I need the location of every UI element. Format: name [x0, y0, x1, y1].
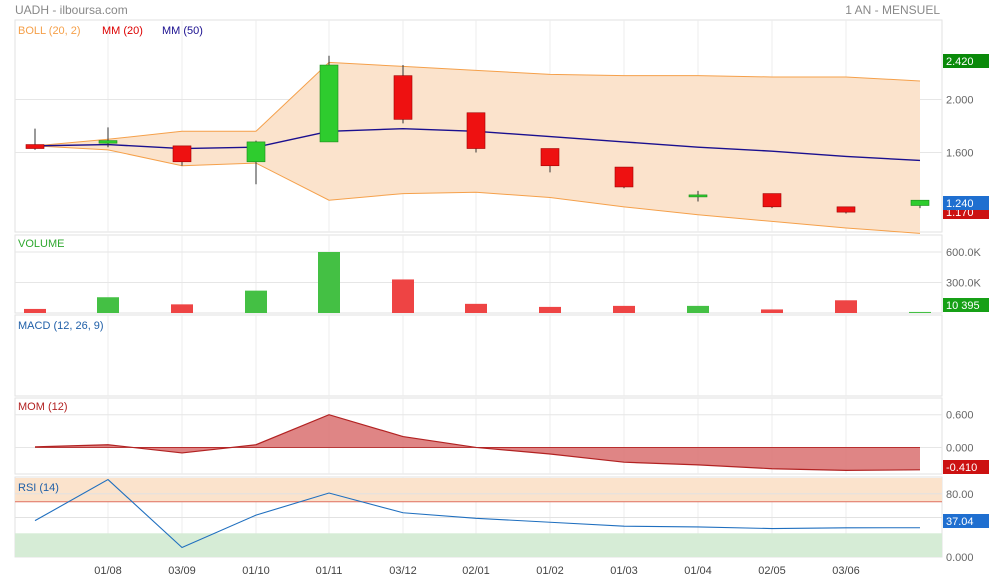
volume-label: VOLUME — [18, 238, 64, 250]
candle — [688, 194, 708, 198]
candle — [466, 112, 486, 149]
volume-bar — [318, 252, 340, 313]
x-axis-label: 01/03 — [610, 565, 638, 577]
candle — [614, 166, 634, 188]
mom-label: MOM (12) — [18, 401, 68, 413]
candle — [836, 206, 856, 213]
candle — [762, 193, 782, 208]
price-high-badge — [943, 54, 989, 68]
x-axis-label: 02/05 — [758, 565, 786, 577]
candle — [393, 75, 413, 120]
volume-bar — [613, 305, 635, 313]
x-axis-label: 01/11 — [316, 565, 343, 577]
mom-area — [35, 414, 920, 471]
mom-tick-label: 0.000 — [946, 442, 974, 454]
volume-badge-text: 10 395 — [946, 300, 980, 312]
candle — [910, 199, 930, 206]
volume-tick-label: 300.0K — [946, 278, 982, 290]
macd-label: MACD (12, 26, 9) — [18, 320, 104, 332]
candle — [540, 148, 560, 167]
rsi-line — [34, 478, 921, 549]
volume-badge — [943, 298, 989, 312]
x-axis-label: 01/08 — [94, 565, 122, 577]
x-axis-label: 01/10 — [242, 565, 270, 577]
x-axis-label: 01/02 — [536, 565, 564, 577]
price-legend-item: BOLL (20, 2) — [18, 25, 81, 37]
price-tick-label: 1.600 — [946, 148, 974, 160]
candle — [172, 145, 192, 163]
volume-panel — [14, 234, 943, 314]
x-axis-label: 03/06 — [832, 565, 860, 577]
volume-bar — [245, 290, 267, 313]
candle — [98, 140, 118, 144]
price-tick-label: 2.000 — [946, 95, 974, 107]
price-high-badge-text: 2.420 — [946, 56, 974, 68]
candle — [319, 64, 339, 143]
price-legend-item: MM (50) — [162, 25, 203, 37]
mom-badge — [943, 460, 989, 474]
mom-tick-label: 0.600 — [946, 410, 974, 422]
rsi-badge-text: 37.04 — [946, 516, 974, 528]
volume-bar — [539, 306, 561, 313]
x-axis-label: 01/04 — [684, 565, 712, 577]
price-legend-item: MM (20) — [102, 25, 143, 37]
chart-title: UADH - ilboursa.com — [15, 3, 128, 17]
rsi-badge — [943, 514, 989, 528]
volume-bar — [171, 304, 193, 313]
period-label: 1 AN - MENSUEL — [845, 3, 940, 17]
x-axis-label: 03/09 — [168, 565, 196, 577]
volume-bar — [392, 279, 414, 313]
volume-bar — [835, 300, 857, 313]
volume-tick-label: 600.0K — [946, 247, 982, 259]
candle — [246, 141, 266, 163]
volume-bar — [465, 303, 487, 313]
rsi-oversold-zone — [15, 533, 942, 557]
macd-panel — [14, 314, 943, 397]
bollinger-upper-line — [34, 61, 921, 147]
volume-bar — [97, 297, 119, 313]
mom-badge-text: -0.410 — [946, 462, 977, 474]
price-last-badge — [943, 196, 989, 210]
volume-bar — [909, 311, 931, 313]
volume-bar — [687, 305, 709, 313]
x-axis-label: 03/12 — [389, 565, 417, 577]
x-axis-label: 02/01 — [462, 565, 490, 577]
rsi-tick-label: 80.00 — [946, 489, 974, 501]
volume-bar — [761, 309, 783, 313]
rsi-label: RSI (14) — [18, 482, 59, 494]
rsi-overbought-zone — [15, 478, 942, 502]
price-last-badge-text: 1.240 — [946, 198, 974, 210]
candle — [25, 144, 45, 149]
volume-bar — [24, 308, 46, 313]
rsi-tick-label: 0.000 — [946, 552, 974, 564]
